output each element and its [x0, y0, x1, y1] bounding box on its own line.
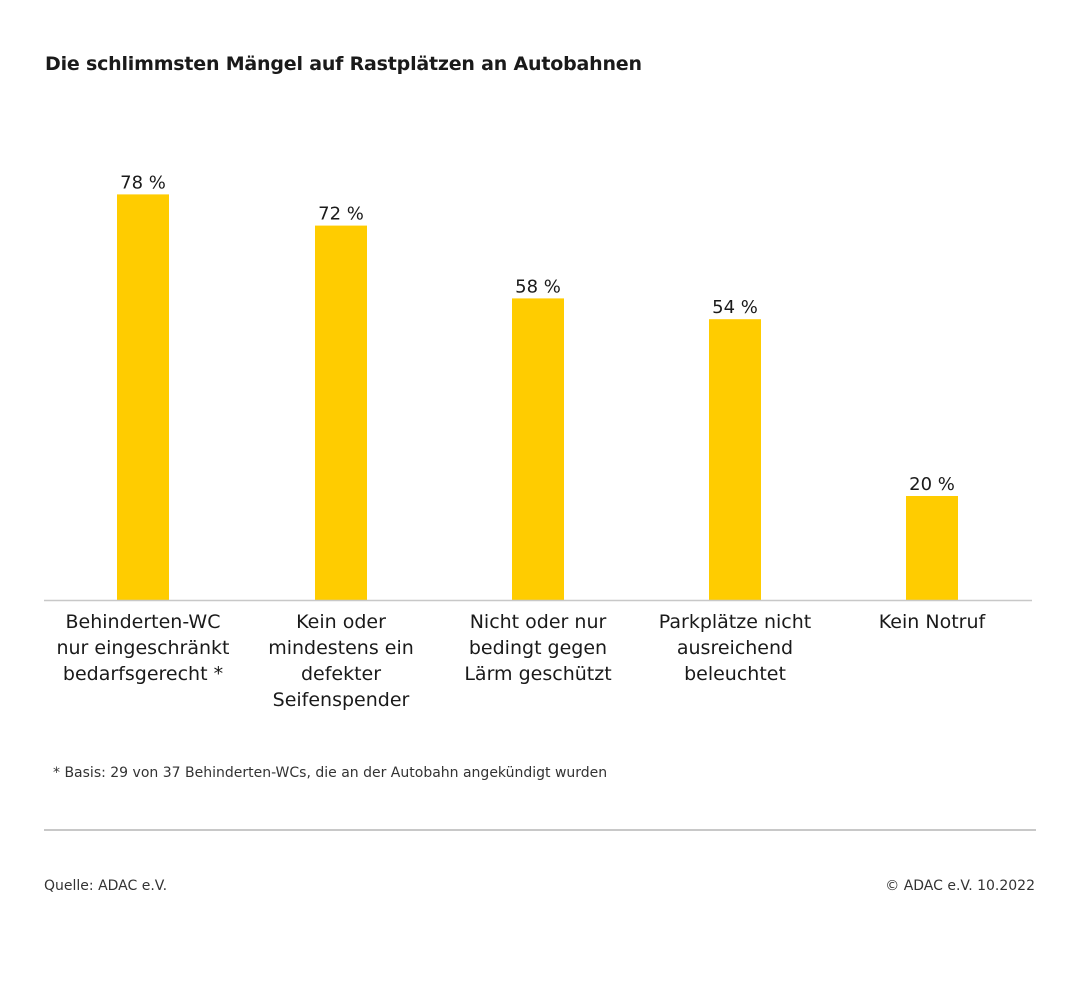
footnote: * Basis: 29 von 37 Behinderten-WCs, die … — [53, 765, 608, 781]
category-label-line: Kein oder — [296, 611, 386, 633]
bar-1 — [117, 194, 169, 600]
category-label-line: Kein Notruf — [879, 611, 987, 633]
bar-value-label-4: 54 % — [712, 297, 758, 318]
bar-chart: 78 % 72 % 58 % 54 % 20 % Behinderten-WC nur e… — [44, 172, 1032, 711]
bar-value-label-2: 72 % — [318, 204, 364, 225]
category-label-line: ausreichend — [677, 637, 793, 659]
category-label-line: Lärm geschützt — [464, 663, 611, 685]
bar-3 — [512, 298, 564, 600]
category-label-line: nur eingeschränkt — [56, 637, 229, 659]
category-label-line: mindestens ein — [268, 637, 414, 659]
category-label-line: Nicht oder nur — [470, 611, 607, 633]
footer-divider — [44, 829, 1036, 831]
bar-value-label-5: 20 % — [909, 474, 955, 495]
bar-value-label-3: 58 % — [515, 276, 561, 297]
category-label-3: Nicht oder nur bedingt gegen Lärm geschütz… — [464, 611, 611, 685]
category-label-line: Seifenspender — [273, 689, 410, 711]
source-text: Quelle: ADAC e.V. — [44, 878, 168, 894]
bar-5 — [906, 496, 958, 600]
category-label-line: defekter — [301, 663, 381, 685]
bar-value-label-1: 78 % — [120, 172, 166, 193]
category-label-line: bedingt gegen — [469, 637, 607, 659]
chart-title: Die schlimmsten Mängel auf Rastplätzen a… — [45, 53, 642, 75]
bars-group: 78 % 72 % 58 % 54 % 20 % — [117, 172, 958, 600]
category-label-5: Kein Notruf — [879, 611, 987, 633]
category-labels-group: Behinderten-WC nur eingeschränkt bedarfsge… — [56, 611, 986, 711]
category-label-1: Behinderten-WC nur eingeschränkt bedarfsge… — [56, 611, 229, 685]
copyright-text: © ADAC e.V. 10.2022 — [885, 878, 1035, 894]
bar-2 — [315, 225, 367, 600]
category-label-line: beleuchtet — [684, 663, 786, 685]
category-label-4: Parkplätze nicht ausreichend beleuchtet — [659, 611, 811, 685]
category-label-line: Parkplätze nicht — [659, 611, 811, 633]
category-label-line: bedarfsgerecht * — [63, 663, 223, 685]
category-label-2: Kein oder mindestens ein defekter Seifenspe… — [268, 611, 414, 711]
bar-4 — [709, 319, 761, 600]
category-label-line: Behinderten-WC — [66, 611, 221, 633]
